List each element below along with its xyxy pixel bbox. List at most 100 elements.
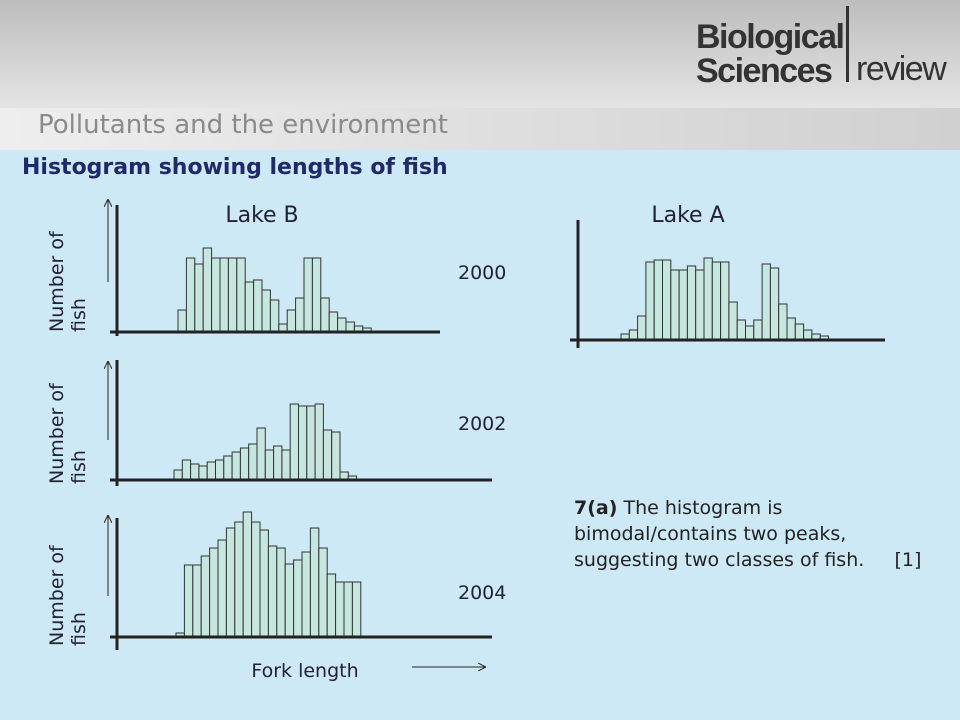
year-label: 2004 bbox=[458, 582, 506, 604]
chart-title: Lake B bbox=[225, 203, 298, 228]
bar bbox=[686, 265, 697, 341]
bar bbox=[209, 547, 219, 638]
header-band bbox=[0, 0, 960, 108]
bar bbox=[769, 267, 780, 341]
bar bbox=[198, 465, 208, 481]
bar bbox=[264, 449, 275, 481]
bar bbox=[320, 297, 330, 333]
bar bbox=[728, 301, 738, 341]
bar bbox=[177, 309, 187, 333]
answer-text: The histogram is bimodal/contains two pe… bbox=[574, 497, 922, 571]
bar bbox=[720, 261, 730, 341]
bar bbox=[185, 257, 196, 333]
bar bbox=[328, 311, 339, 333]
bar bbox=[778, 303, 788, 341]
bar bbox=[309, 527, 320, 638]
bar bbox=[326, 573, 337, 638]
bar bbox=[794, 323, 805, 341]
bar bbox=[251, 521, 261, 638]
answer: 7(a) The histogram is bimodal/contains t… bbox=[574, 495, 944, 573]
logo-text: Biological bbox=[696, 18, 845, 56]
bar bbox=[194, 263, 204, 333]
bar bbox=[637, 315, 647, 341]
year-label: 2002 bbox=[458, 413, 506, 435]
title-band bbox=[0, 108, 960, 150]
bar bbox=[711, 261, 722, 341]
bar bbox=[181, 459, 192, 481]
bar bbox=[200, 555, 211, 638]
bar bbox=[242, 511, 253, 638]
bar bbox=[337, 317, 347, 333]
logo-text: review bbox=[856, 50, 947, 88]
year-label: 2000 bbox=[458, 262, 506, 284]
answer-label: 7(a) bbox=[574, 497, 618, 519]
bar bbox=[215, 459, 225, 481]
bar bbox=[662, 259, 672, 341]
bar bbox=[786, 317, 796, 341]
bar bbox=[703, 257, 713, 341]
bar bbox=[335, 581, 345, 638]
y-axis-label: Number of fish bbox=[46, 545, 90, 646]
bar bbox=[286, 309, 297, 333]
bar bbox=[331, 431, 341, 481]
bar bbox=[298, 405, 308, 481]
bar bbox=[259, 529, 269, 638]
bar bbox=[248, 443, 258, 481]
bar bbox=[227, 257, 238, 333]
chart-title: Lake A bbox=[651, 203, 724, 228]
bar bbox=[343, 581, 353, 638]
bar bbox=[225, 527, 236, 638]
bar bbox=[276, 547, 286, 638]
bar bbox=[192, 564, 202, 638]
bar bbox=[236, 257, 246, 333]
y-axis-label: Number of fish bbox=[46, 383, 90, 484]
bar bbox=[261, 289, 271, 333]
bar bbox=[301, 551, 311, 638]
slide-title: Pollutants and the environment bbox=[38, 110, 448, 140]
bar bbox=[273, 445, 283, 481]
bar bbox=[670, 269, 680, 341]
bar bbox=[293, 559, 303, 638]
bar bbox=[289, 403, 300, 481]
bar bbox=[306, 405, 316, 481]
bar bbox=[217, 539, 227, 638]
bar bbox=[219, 257, 229, 333]
bar bbox=[269, 299, 280, 333]
bar bbox=[206, 461, 216, 481]
bar bbox=[234, 521, 244, 638]
bar bbox=[351, 581, 362, 638]
bar bbox=[231, 451, 241, 481]
logo-rule bbox=[846, 6, 849, 82]
bar bbox=[190, 463, 200, 481]
bar bbox=[253, 279, 263, 333]
bar bbox=[314, 403, 324, 481]
bar bbox=[322, 429, 333, 481]
bar bbox=[211, 257, 221, 333]
bar bbox=[645, 261, 655, 341]
bar bbox=[244, 281, 255, 333]
bar bbox=[736, 319, 747, 341]
bar bbox=[311, 257, 322, 333]
bar bbox=[256, 427, 266, 481]
y-axis-label: Number of fish bbox=[46, 231, 90, 332]
bar bbox=[761, 263, 771, 341]
bar bbox=[318, 547, 328, 638]
bar bbox=[239, 447, 250, 481]
bar bbox=[678, 269, 688, 341]
bar bbox=[745, 325, 755, 341]
bar bbox=[295, 297, 305, 333]
heading: Histogram showing lengths of fish bbox=[22, 155, 448, 180]
bar bbox=[695, 269, 705, 341]
bar bbox=[753, 319, 763, 341]
bar bbox=[202, 247, 213, 333]
bar bbox=[281, 449, 291, 481]
logo-text: Sciences bbox=[696, 52, 833, 90]
x-axis-label: Fork length bbox=[251, 660, 358, 682]
bar bbox=[284, 563, 295, 638]
bar bbox=[223, 455, 233, 481]
bar bbox=[303, 257, 313, 333]
bar bbox=[653, 259, 664, 341]
bar bbox=[267, 545, 278, 638]
